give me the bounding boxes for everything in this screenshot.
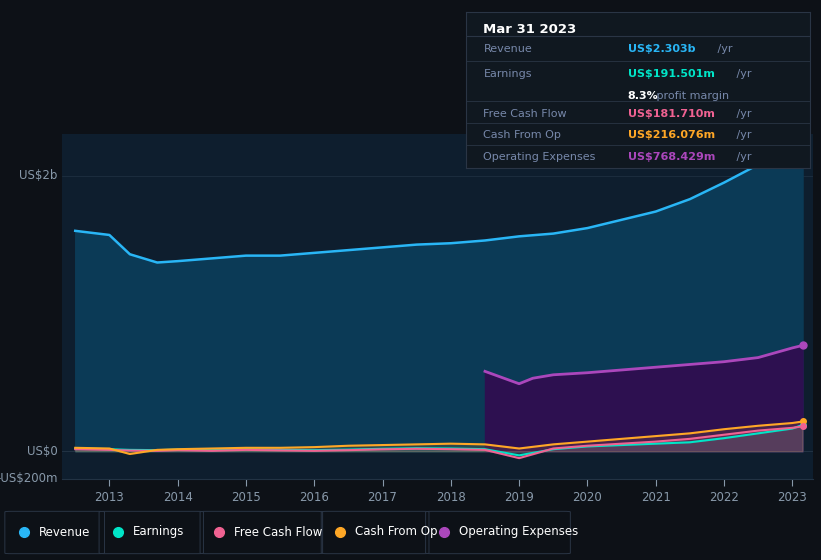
Text: Free Cash Flow: Free Cash Flow <box>234 525 322 539</box>
Text: Earnings: Earnings <box>484 69 532 79</box>
Text: Revenue: Revenue <box>39 525 89 539</box>
Text: Cash From Op: Cash From Op <box>355 525 438 539</box>
Text: Free Cash Flow: Free Cash Flow <box>484 109 567 119</box>
Text: US$191.501m: US$191.501m <box>627 69 714 79</box>
Text: /yr: /yr <box>733 152 752 162</box>
Text: /yr: /yr <box>714 44 732 54</box>
Text: US$181.710m: US$181.710m <box>627 109 714 119</box>
Text: /yr: /yr <box>733 109 752 119</box>
Text: Operating Expenses: Operating Expenses <box>459 525 579 539</box>
Text: /yr: /yr <box>733 69 752 79</box>
Text: Earnings: Earnings <box>133 525 184 539</box>
Text: US$216.076m: US$216.076m <box>627 130 715 141</box>
Text: profit margin: profit margin <box>654 91 730 101</box>
Text: -US$200m: -US$200m <box>0 472 57 486</box>
Text: Operating Expenses: Operating Expenses <box>484 152 596 162</box>
Text: Mar 31 2023: Mar 31 2023 <box>484 23 576 36</box>
Text: 8.3%: 8.3% <box>627 91 658 101</box>
Text: US$2.303b: US$2.303b <box>627 44 695 54</box>
Text: US$2b: US$2b <box>20 169 57 182</box>
Text: US$0: US$0 <box>27 445 57 458</box>
Text: Revenue: Revenue <box>484 44 532 54</box>
Text: US$768.429m: US$768.429m <box>627 152 715 162</box>
Text: /yr: /yr <box>733 130 752 141</box>
Text: Cash From Op: Cash From Op <box>484 130 562 141</box>
